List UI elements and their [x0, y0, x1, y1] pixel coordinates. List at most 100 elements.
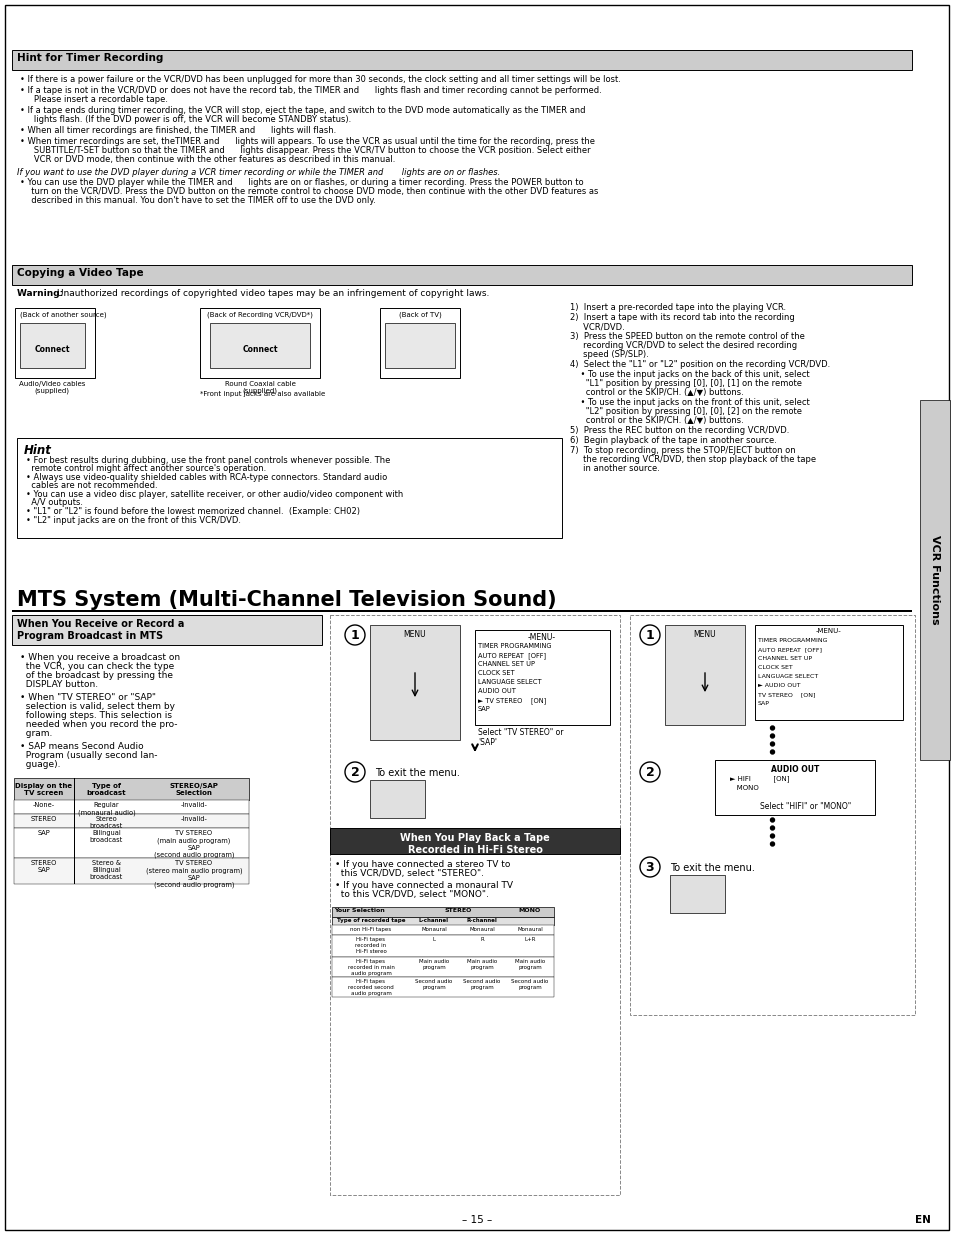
Bar [370, 781, 424, 818]
Circle shape [770, 842, 774, 846]
Text: VCR Functions: VCR Functions [929, 535, 939, 625]
Text: MONO: MONO [729, 785, 758, 790]
Text: TV STEREO
(main audio program)
SAP
(second audio program): TV STEREO (main audio program) SAP (seco… [153, 830, 234, 858]
Text: lights flash. (If the DVD power is off, the VCR will become STANDBY status).: lights flash. (If the DVD power is off, … [26, 115, 351, 124]
Text: Hi-Fi tapes
recorded in
Hi-Fi stereo: Hi-Fi tapes recorded in Hi-Fi stereo [355, 937, 386, 953]
Text: 3)  Press the SPEED button on the remote control of the: 3) Press the SPEED button on the remote … [569, 332, 804, 341]
Bar [754, 625, 902, 720]
Text: Audio/Video cables
(supplied): Audio/Video cables (supplied) [19, 382, 85, 394]
Text: MENU: MENU [693, 630, 716, 638]
Bar [332, 906, 554, 918]
Text: SUBTITLE/T-SET button so that the TIMER and      lights disappear. Press the VCR: SUBTITLE/T-SET button so that the TIMER … [26, 146, 590, 156]
Text: 1: 1 [645, 629, 654, 642]
Text: STEREO
SAP: STEREO SAP [30, 860, 57, 873]
Bar [330, 615, 619, 1195]
Text: described in this manual. You don't have to set the TIMER off to use the DVD onl: described in this manual. You don't have… [26, 196, 375, 205]
Text: Main audio
program: Main audio program [466, 960, 497, 969]
Text: Monaural: Monaural [517, 927, 542, 932]
Text: TIMER PROGRAMMING: TIMER PROGRAMMING [477, 643, 551, 650]
Text: • For best results during dubbing, use the front panel controls whenever possibl: • For best results during dubbing, use t… [26, 456, 390, 466]
Text: To exit the menu.: To exit the menu. [669, 863, 754, 873]
Text: • When you receive a broadcast on: • When you receive a broadcast on [20, 653, 180, 662]
Text: • Always use video-quality shielded cables with RCA-type connectors. Standard au: • Always use video-quality shielded cabl… [26, 473, 387, 482]
Circle shape [639, 762, 659, 782]
Bar [669, 876, 724, 913]
Text: • If there is a power failure or the VCR/DVD has been unplugged for more than 30: • If there is a power failure or the VCR… [20, 75, 620, 84]
Text: DISPLAY button.: DISPLAY button. [20, 680, 98, 689]
Text: ► HIFI          [ON]: ► HIFI [ON] [729, 776, 789, 782]
Text: Warning:: Warning: [17, 289, 67, 298]
Text: Connect: Connect [242, 345, 277, 354]
Circle shape [770, 818, 774, 823]
Text: "L1" position by pressing [0], [0], [1] on the remote: "L1" position by pressing [0], [0], [1] … [569, 379, 801, 388]
Text: • When all timer recordings are finished, the TIMER and      lights will flash.: • When all timer recordings are finished… [20, 126, 335, 135]
Text: If you want to use the DVD player during a VCR timer recording or while the TIME: If you want to use the DVD player during… [17, 168, 499, 177]
Text: Select "TV STEREO" or
'SAP': Select "TV STEREO" or 'SAP' [477, 727, 563, 747]
Text: Main audio
program: Main audio program [418, 960, 449, 969]
Text: following steps. This selection is: following steps. This selection is [20, 711, 172, 720]
Text: TV STEREO
(stereo main audio program)
SAP
(second audio program): TV STEREO (stereo main audio program) SA… [146, 860, 242, 888]
Text: • You can use the DVD player while the TIMER and      lights are on or flashes, : • You can use the DVD player while the T… [20, 178, 583, 186]
Text: Program (usually second lan-: Program (usually second lan- [20, 751, 157, 760]
Text: Type of recorded tape: Type of recorded tape [336, 918, 405, 923]
Bar [20, 324, 85, 368]
Text: Main audio
program: Main audio program [515, 960, 544, 969]
Text: L-channel: L-channel [418, 918, 449, 923]
Text: remote control might affect another source's operation.: remote control might affect another sour… [26, 464, 266, 473]
Text: AUDIO OUT: AUDIO OUT [770, 764, 819, 774]
Text: Stereo &
Bilingual
broadcast: Stereo & Bilingual broadcast [90, 860, 123, 881]
Text: CHANNEL SET UP: CHANNEL SET UP [477, 661, 535, 667]
Text: When You Play Back a Tape
Recorded in Hi-Fi Stereo: When You Play Back a Tape Recorded in Hi… [399, 832, 549, 855]
Text: Regular
(monaural audio): Regular (monaural audio) [77, 802, 135, 815]
Text: Bilingual
broadcast: Bilingual broadcast [90, 830, 123, 844]
Text: STEREO: STEREO [30, 816, 57, 823]
Text: L: L [432, 937, 435, 942]
Text: "L2" position by pressing [0], [0], [2] on the remote: "L2" position by pressing [0], [0], [2] … [569, 408, 801, 416]
Text: recording VCR/DVD to select the desired recording: recording VCR/DVD to select the desired … [569, 341, 797, 350]
Text: VCR or DVD mode, then continue with the other features as described in this manu: VCR or DVD mode, then continue with the … [26, 156, 395, 164]
Circle shape [770, 750, 774, 755]
Bar [332, 957, 554, 977]
Text: CHANNEL SET UP: CHANNEL SET UP [758, 656, 811, 661]
Text: 2)  Insert a tape with its record tab into the recording: 2) Insert a tape with its record tab int… [569, 312, 794, 322]
Text: Second audio
program: Second audio program [463, 979, 500, 989]
Text: To exit the menu.: To exit the menu. [375, 768, 459, 778]
Bar [332, 918, 554, 925]
Text: gram.: gram. [20, 729, 52, 739]
Text: STEREO/SAP
Selection: STEREO/SAP Selection [170, 783, 218, 797]
Text: non Hi-Fi tapes: non Hi-Fi tapes [350, 927, 391, 932]
Text: 3: 3 [645, 861, 654, 874]
Text: (Back of another source): (Back of another source) [20, 311, 107, 317]
Text: • When timer recordings are set, theTIMER and      lights will appears. To use t: • When timer recordings are set, theTIME… [20, 137, 595, 146]
Text: MTS System (Multi-Channel Television Sound): MTS System (Multi-Channel Television Sou… [17, 590, 556, 610]
Bar [475, 630, 609, 725]
Text: Copying a Video Tape: Copying a Video Tape [17, 268, 144, 278]
Bar [14, 778, 249, 800]
Text: Round Coaxial cable
(supplied): Round Coaxial cable (supplied) [224, 382, 295, 394]
Bar [330, 827, 619, 853]
Bar [370, 625, 459, 740]
Text: 1)  Insert a pre-recorded tape into the playing VCR.: 1) Insert a pre-recorded tape into the p… [569, 303, 785, 312]
Bar [14, 858, 249, 884]
Text: SAP: SAP [477, 706, 490, 713]
Text: cables are not recommended.: cables are not recommended. [26, 480, 157, 490]
Bar [12, 49, 911, 70]
Text: Type of
broadcast: Type of broadcast [87, 783, 126, 797]
Circle shape [639, 857, 659, 877]
Text: • SAP means Second Audio: • SAP means Second Audio [20, 742, 144, 751]
Bar [664, 625, 744, 725]
Bar [12, 615, 322, 645]
Text: *Front input jacks are also available: *Front input jacks are also available [200, 391, 325, 396]
Text: STEREO: STEREO [444, 908, 471, 913]
Text: • "L2" input jacks are on the front of this VCR/DVD.: • "L2" input jacks are on the front of t… [26, 516, 241, 525]
Text: 7)  To stop recording, press the STOP/EJECT button on: 7) To stop recording, press the STOP/EJE… [569, 446, 795, 454]
Text: VCR/DVD.: VCR/DVD. [569, 322, 624, 331]
Bar [15, 308, 95, 378]
Bar [919, 400, 949, 760]
Text: LANGUAGE SELECT: LANGUAGE SELECT [477, 679, 541, 685]
Text: speed (SP/SLP).: speed (SP/SLP). [569, 350, 648, 359]
Text: Unauthorized recordings of copyrighted video tapes may be an infringement of cop: Unauthorized recordings of copyrighted v… [57, 289, 489, 298]
Text: -Invalid-: -Invalid- [180, 816, 207, 823]
Text: EN: EN [914, 1215, 930, 1225]
Text: Select "HIFI" or "MONO": Select "HIFI" or "MONO" [760, 802, 850, 811]
